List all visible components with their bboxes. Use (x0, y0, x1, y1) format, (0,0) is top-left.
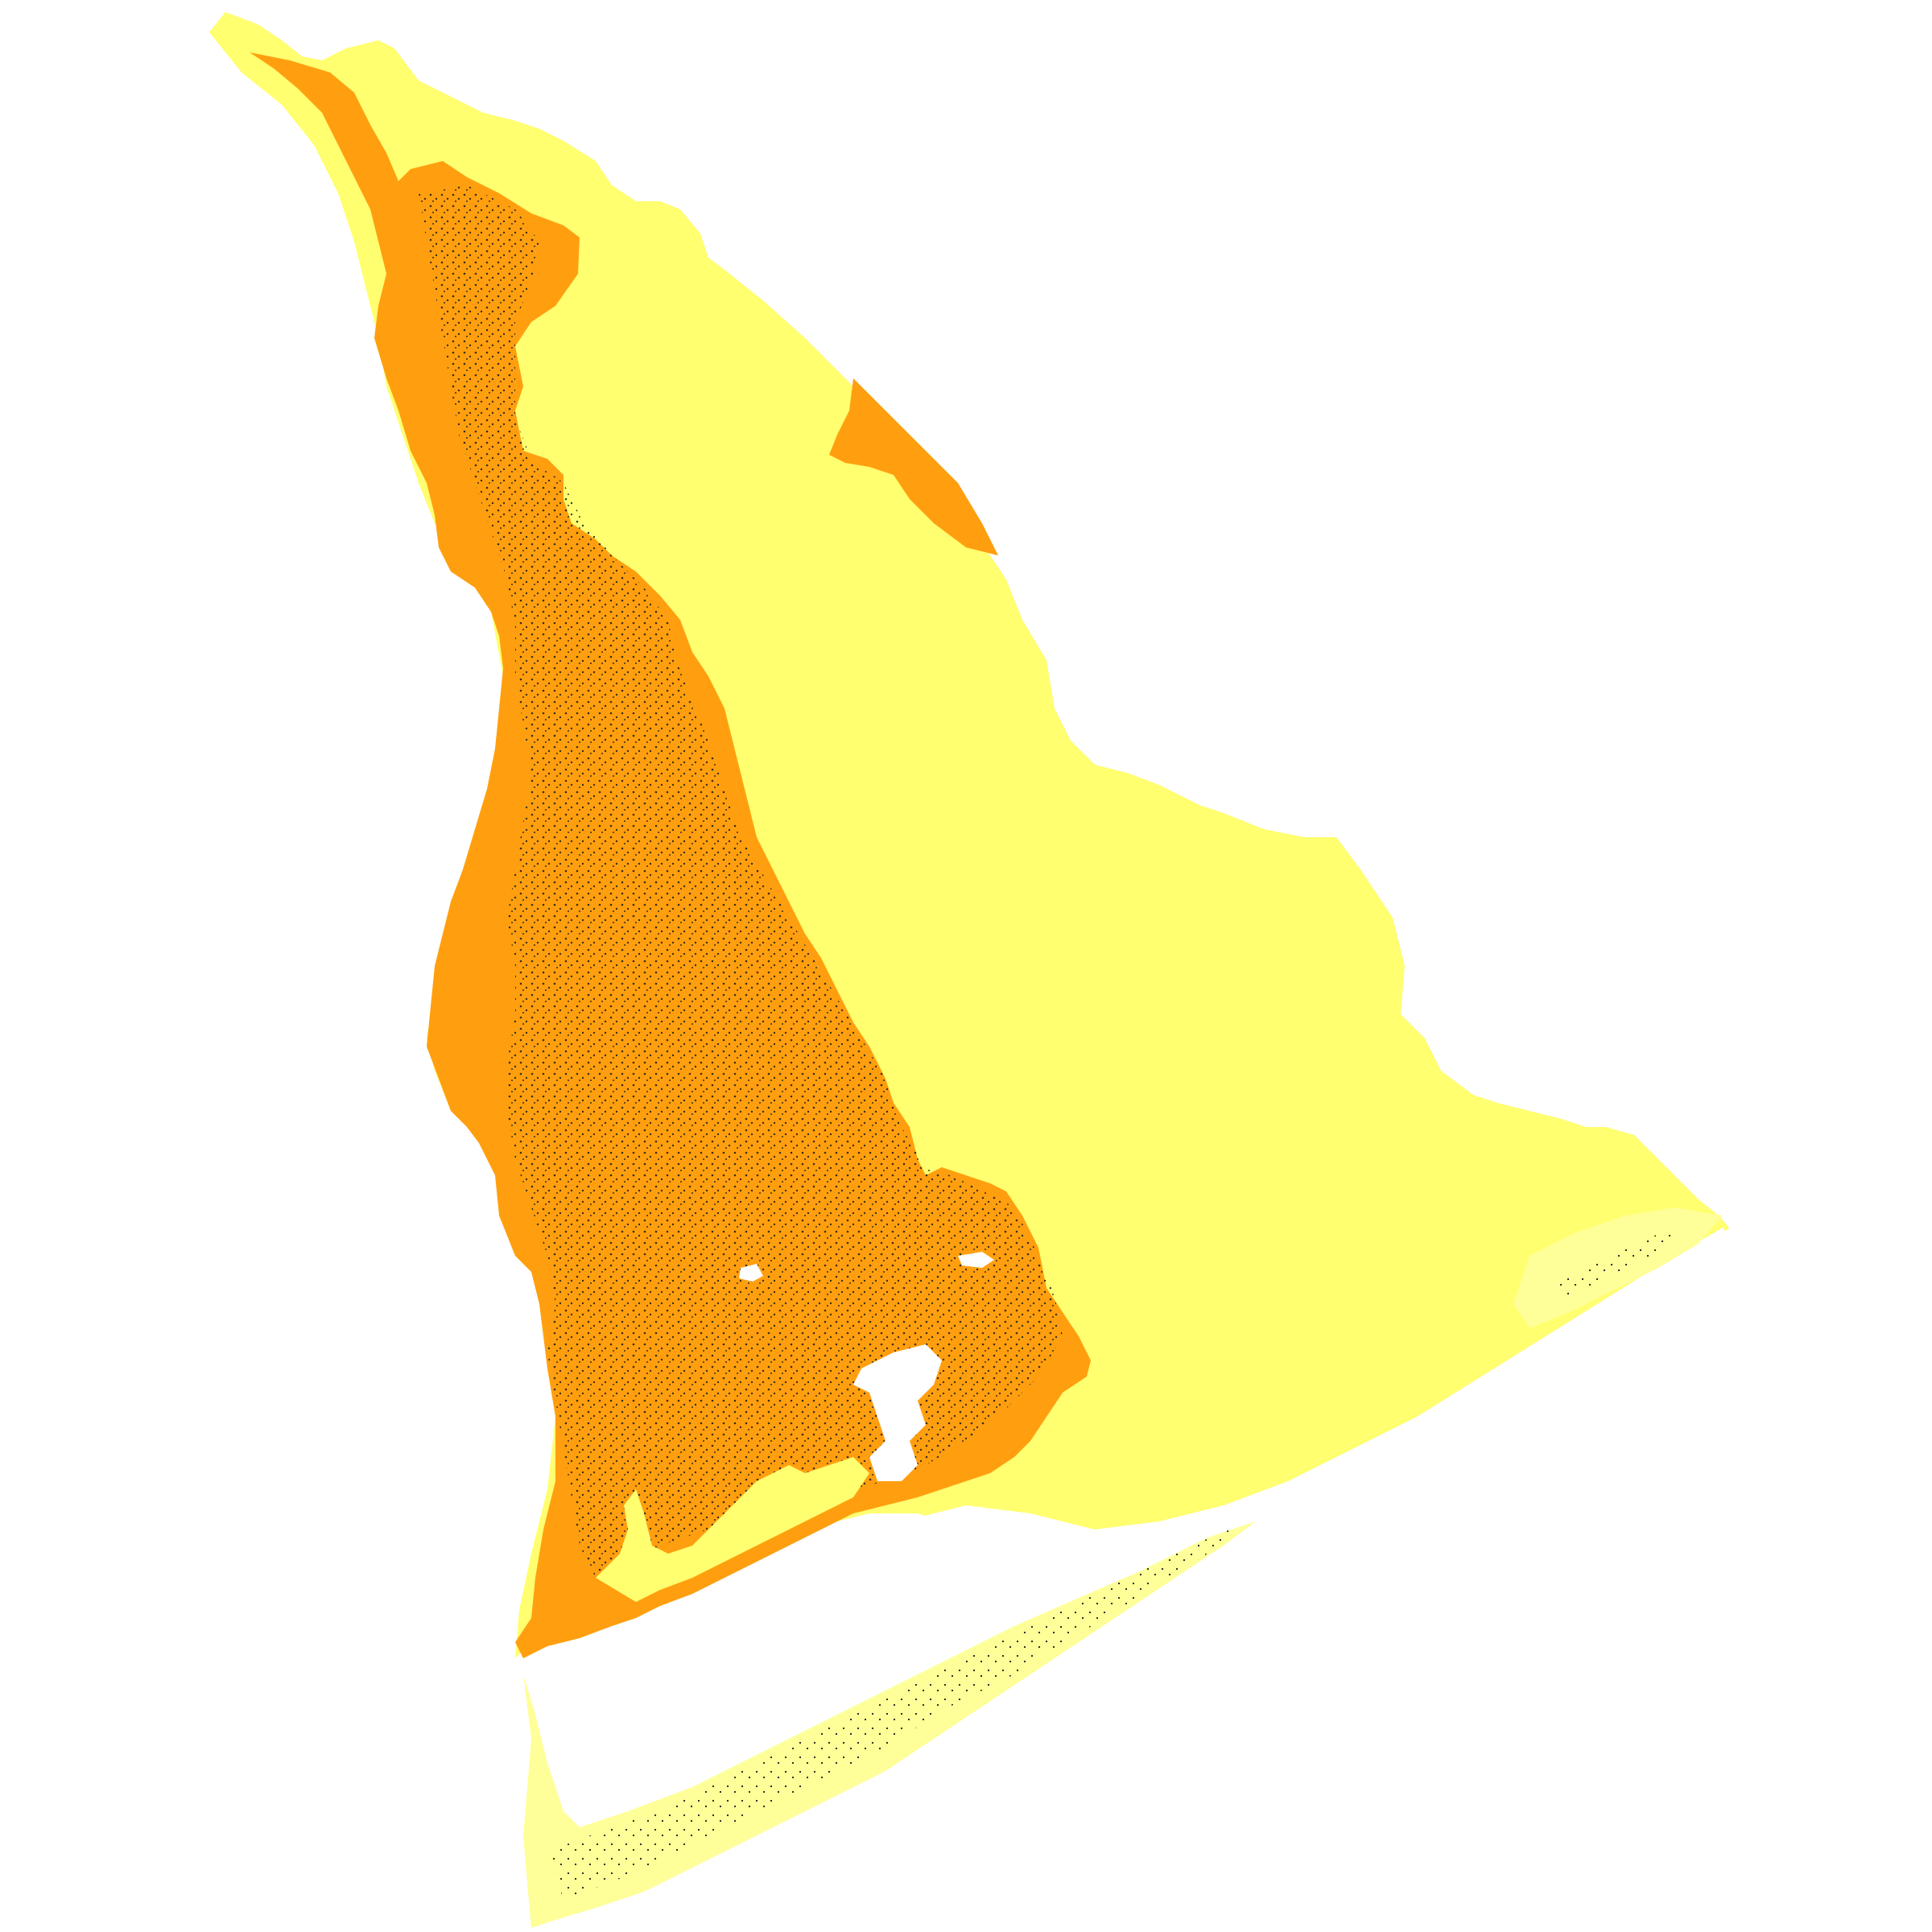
lagoon-water (531, 1228, 1731, 1835)
bay-water-small (958, 1252, 994, 1268)
orange-stipple (419, 185, 1063, 1578)
orange-patch-north (829, 378, 998, 555)
barrier-stipple (547, 1525, 1240, 1900)
yellow-inlets-south (596, 1457, 869, 1602)
bay-water-small-2 (739, 1264, 763, 1282)
east-shore-stipple (1546, 1224, 1690, 1296)
bay-water (853, 1344, 942, 1481)
